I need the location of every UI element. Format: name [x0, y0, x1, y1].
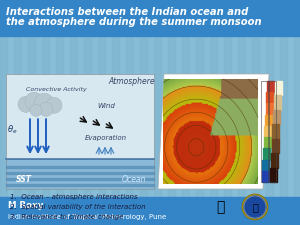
- Bar: [6, 74, 154, 159]
- Bar: [266, 0, 273, 225]
- Text: 1.  Ocean – atmosphere interactions: 1. Ocean – atmosphere interactions: [10, 194, 138, 200]
- Text: the atmosphere during the summer monsoon: the atmosphere during the summer monsoon: [6, 17, 262, 27]
- Bar: [204, 195, 236, 219]
- Bar: [266, 104, 273, 115]
- Text: Indian Institute of Tropical Meteorology, Pune: Indian Institute of Tropical Meteorology…: [8, 214, 166, 220]
- Bar: [262, 160, 269, 171]
- Circle shape: [25, 92, 43, 110]
- Text: 2.  Spatial variability of the interaction: 2. Spatial variability of the interactio…: [10, 204, 146, 210]
- Bar: [264, 137, 271, 148]
- Circle shape: [18, 96, 34, 112]
- Bar: [238, 0, 245, 225]
- Bar: [56, 0, 63, 225]
- Text: SST: SST: [16, 175, 32, 184]
- Bar: [262, 171, 269, 182]
- Bar: [275, 81, 282, 95]
- Bar: [272, 124, 279, 139]
- Circle shape: [242, 194, 268, 220]
- Bar: [252, 0, 259, 225]
- Circle shape: [46, 97, 62, 113]
- Circle shape: [34, 93, 54, 113]
- Text: Atmosphere: Atmosphere: [109, 76, 155, 86]
- Bar: [42, 0, 49, 225]
- Text: Interactions between the Indian ocean and: Interactions between the Indian ocean an…: [6, 7, 248, 17]
- Bar: [273, 110, 280, 124]
- Text: Evaporation: Evaporation: [85, 135, 127, 141]
- Bar: [98, 0, 105, 225]
- Bar: [196, 0, 203, 225]
- Bar: [168, 0, 175, 225]
- Bar: [84, 0, 91, 225]
- Text: Wind: Wind: [97, 103, 115, 109]
- Bar: [6, 178, 154, 180]
- Bar: [267, 81, 274, 92]
- Text: 🌐: 🌐: [252, 202, 258, 212]
- Text: $\theta_e$: $\theta_e$: [7, 123, 17, 135]
- Bar: [6, 184, 154, 186]
- Polygon shape: [158, 74, 269, 189]
- Bar: [28, 0, 35, 225]
- Bar: [154, 0, 161, 225]
- Bar: [280, 0, 287, 225]
- Text: M Roxy: M Roxy: [8, 201, 44, 210]
- Bar: [264, 126, 271, 137]
- Bar: [261, 81, 268, 182]
- Bar: [6, 159, 154, 189]
- Text: Convective Activity: Convective Activity: [26, 86, 86, 92]
- Text: 🗺: 🗺: [216, 200, 224, 214]
- Bar: [6, 171, 154, 174]
- Bar: [112, 0, 119, 225]
- Circle shape: [30, 104, 42, 116]
- Circle shape: [39, 102, 53, 116]
- Bar: [224, 0, 231, 225]
- Bar: [263, 148, 270, 160]
- Bar: [0, 0, 300, 36]
- Bar: [0, 0, 7, 225]
- Bar: [126, 0, 133, 225]
- Circle shape: [244, 196, 266, 218]
- Bar: [265, 115, 272, 126]
- Bar: [140, 0, 147, 225]
- Bar: [182, 0, 189, 225]
- Bar: [294, 0, 300, 225]
- Bar: [210, 0, 217, 225]
- Bar: [6, 166, 154, 168]
- Bar: [266, 92, 273, 104]
- Bar: [0, 197, 300, 225]
- Text: 3.  Relevance to climate change: 3. Relevance to climate change: [10, 214, 123, 220]
- Bar: [271, 153, 278, 168]
- Bar: [270, 168, 277, 182]
- Bar: [272, 139, 279, 153]
- Text: Ocean: Ocean: [122, 175, 146, 184]
- Bar: [14, 0, 21, 225]
- Bar: [274, 95, 281, 110]
- Bar: [70, 0, 77, 225]
- Bar: [269, 81, 276, 182]
